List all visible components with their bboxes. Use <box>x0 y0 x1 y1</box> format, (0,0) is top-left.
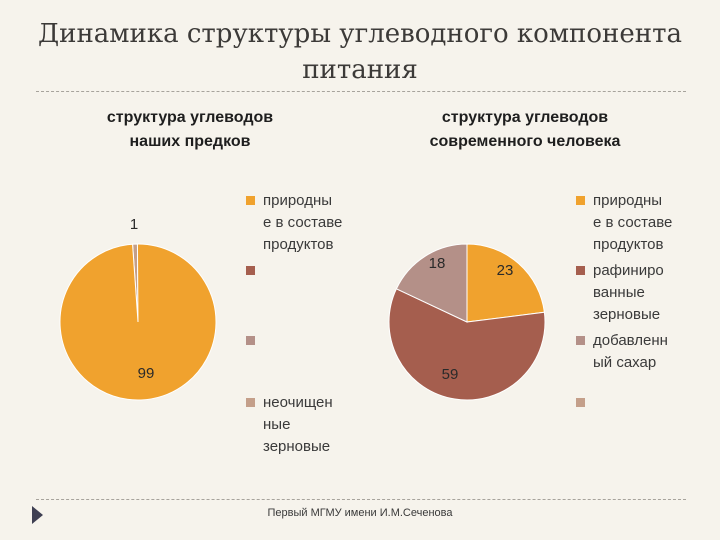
chart1-legend-item-2 <box>246 330 355 345</box>
chart1-title: структура углеводов наших предков <box>60 106 320 154</box>
slide-title-line1: Динамика структуры углеводного компонент… <box>38 19 682 49</box>
chart2-legend-swatch-0 <box>576 196 585 205</box>
chart2-legend-item-2: добавленн ый сахар <box>576 330 685 374</box>
chart1-legend-swatch-2 <box>246 336 255 345</box>
chart1-data-label-3: 1 <box>130 216 138 233</box>
slide-title-line2: питания <box>302 55 418 85</box>
chart2-legend-item-1: рафиниро ванные зерновые <box>576 260 685 326</box>
chart1-legend-swatch-1 <box>246 266 255 275</box>
slide-title: Динамика структуры углеводного компонент… <box>20 16 700 88</box>
chart2-legend-item-3 <box>576 392 685 407</box>
chart1-legend-label-0: природны е в составе продуктов <box>263 192 343 253</box>
chart1-legend-label-3: неочищен ные зерновые <box>263 394 333 455</box>
nav-arrow-icon[interactable] <box>32 506 43 524</box>
chart2-data-label-1: 59 <box>442 366 459 383</box>
chart2-title: структура углеводов современного человек… <box>390 106 660 154</box>
chart1-title-line2: наших предков <box>129 133 251 150</box>
chart1-legend-item-1 <box>246 260 355 275</box>
chart2-slice-1 <box>388 288 546 401</box>
chart2-data-label-0: 23 <box>497 262 514 279</box>
chart1-legend-item-3: неочищен ные зерновые <box>246 392 355 458</box>
chart2-legend-swatch-3 <box>576 398 585 407</box>
chart2-slice-2 <box>395 243 468 323</box>
footer-text: Первый МГМУ имени И.М.Сеченова <box>267 507 453 519</box>
chart2-slice-0 <box>466 243 545 323</box>
chart2-title-line2: современного человека <box>429 133 621 150</box>
chart1-legend-swatch-0 <box>246 196 255 205</box>
chart1-title-line1: структура углеводов <box>106 109 274 126</box>
chart2-legend-swatch-2 <box>576 336 585 345</box>
chart1-legend: природны е в составе продуктов неочищен н… <box>246 190 366 460</box>
title-divider <box>36 91 686 92</box>
chart2-legend: природны е в составе продуктов рафиниро в… <box>576 190 696 460</box>
chart2-legend-label-1: рафиниро ванные зерновые <box>593 262 664 323</box>
chart2-title-line1: структура углеводов <box>441 109 609 126</box>
chart2-legend-swatch-1 <box>576 266 585 275</box>
footer-divider <box>36 499 686 500</box>
chart1-legend-swatch-3 <box>246 398 255 407</box>
chart2-data-label-2: 18 <box>429 255 446 272</box>
chart2-legend-item-0: природны е в составе продуктов <box>576 190 685 256</box>
chart2-legend-label-2: добавленн ый сахар <box>593 332 668 371</box>
chart1-legend-item-0: природны е в составе продуктов <box>246 190 355 256</box>
chart1-data-label-0: 99 <box>138 365 155 382</box>
chart1-slice-0 <box>59 243 217 401</box>
chart2-legend-label-0: природны е в составе продуктов <box>593 192 673 253</box>
